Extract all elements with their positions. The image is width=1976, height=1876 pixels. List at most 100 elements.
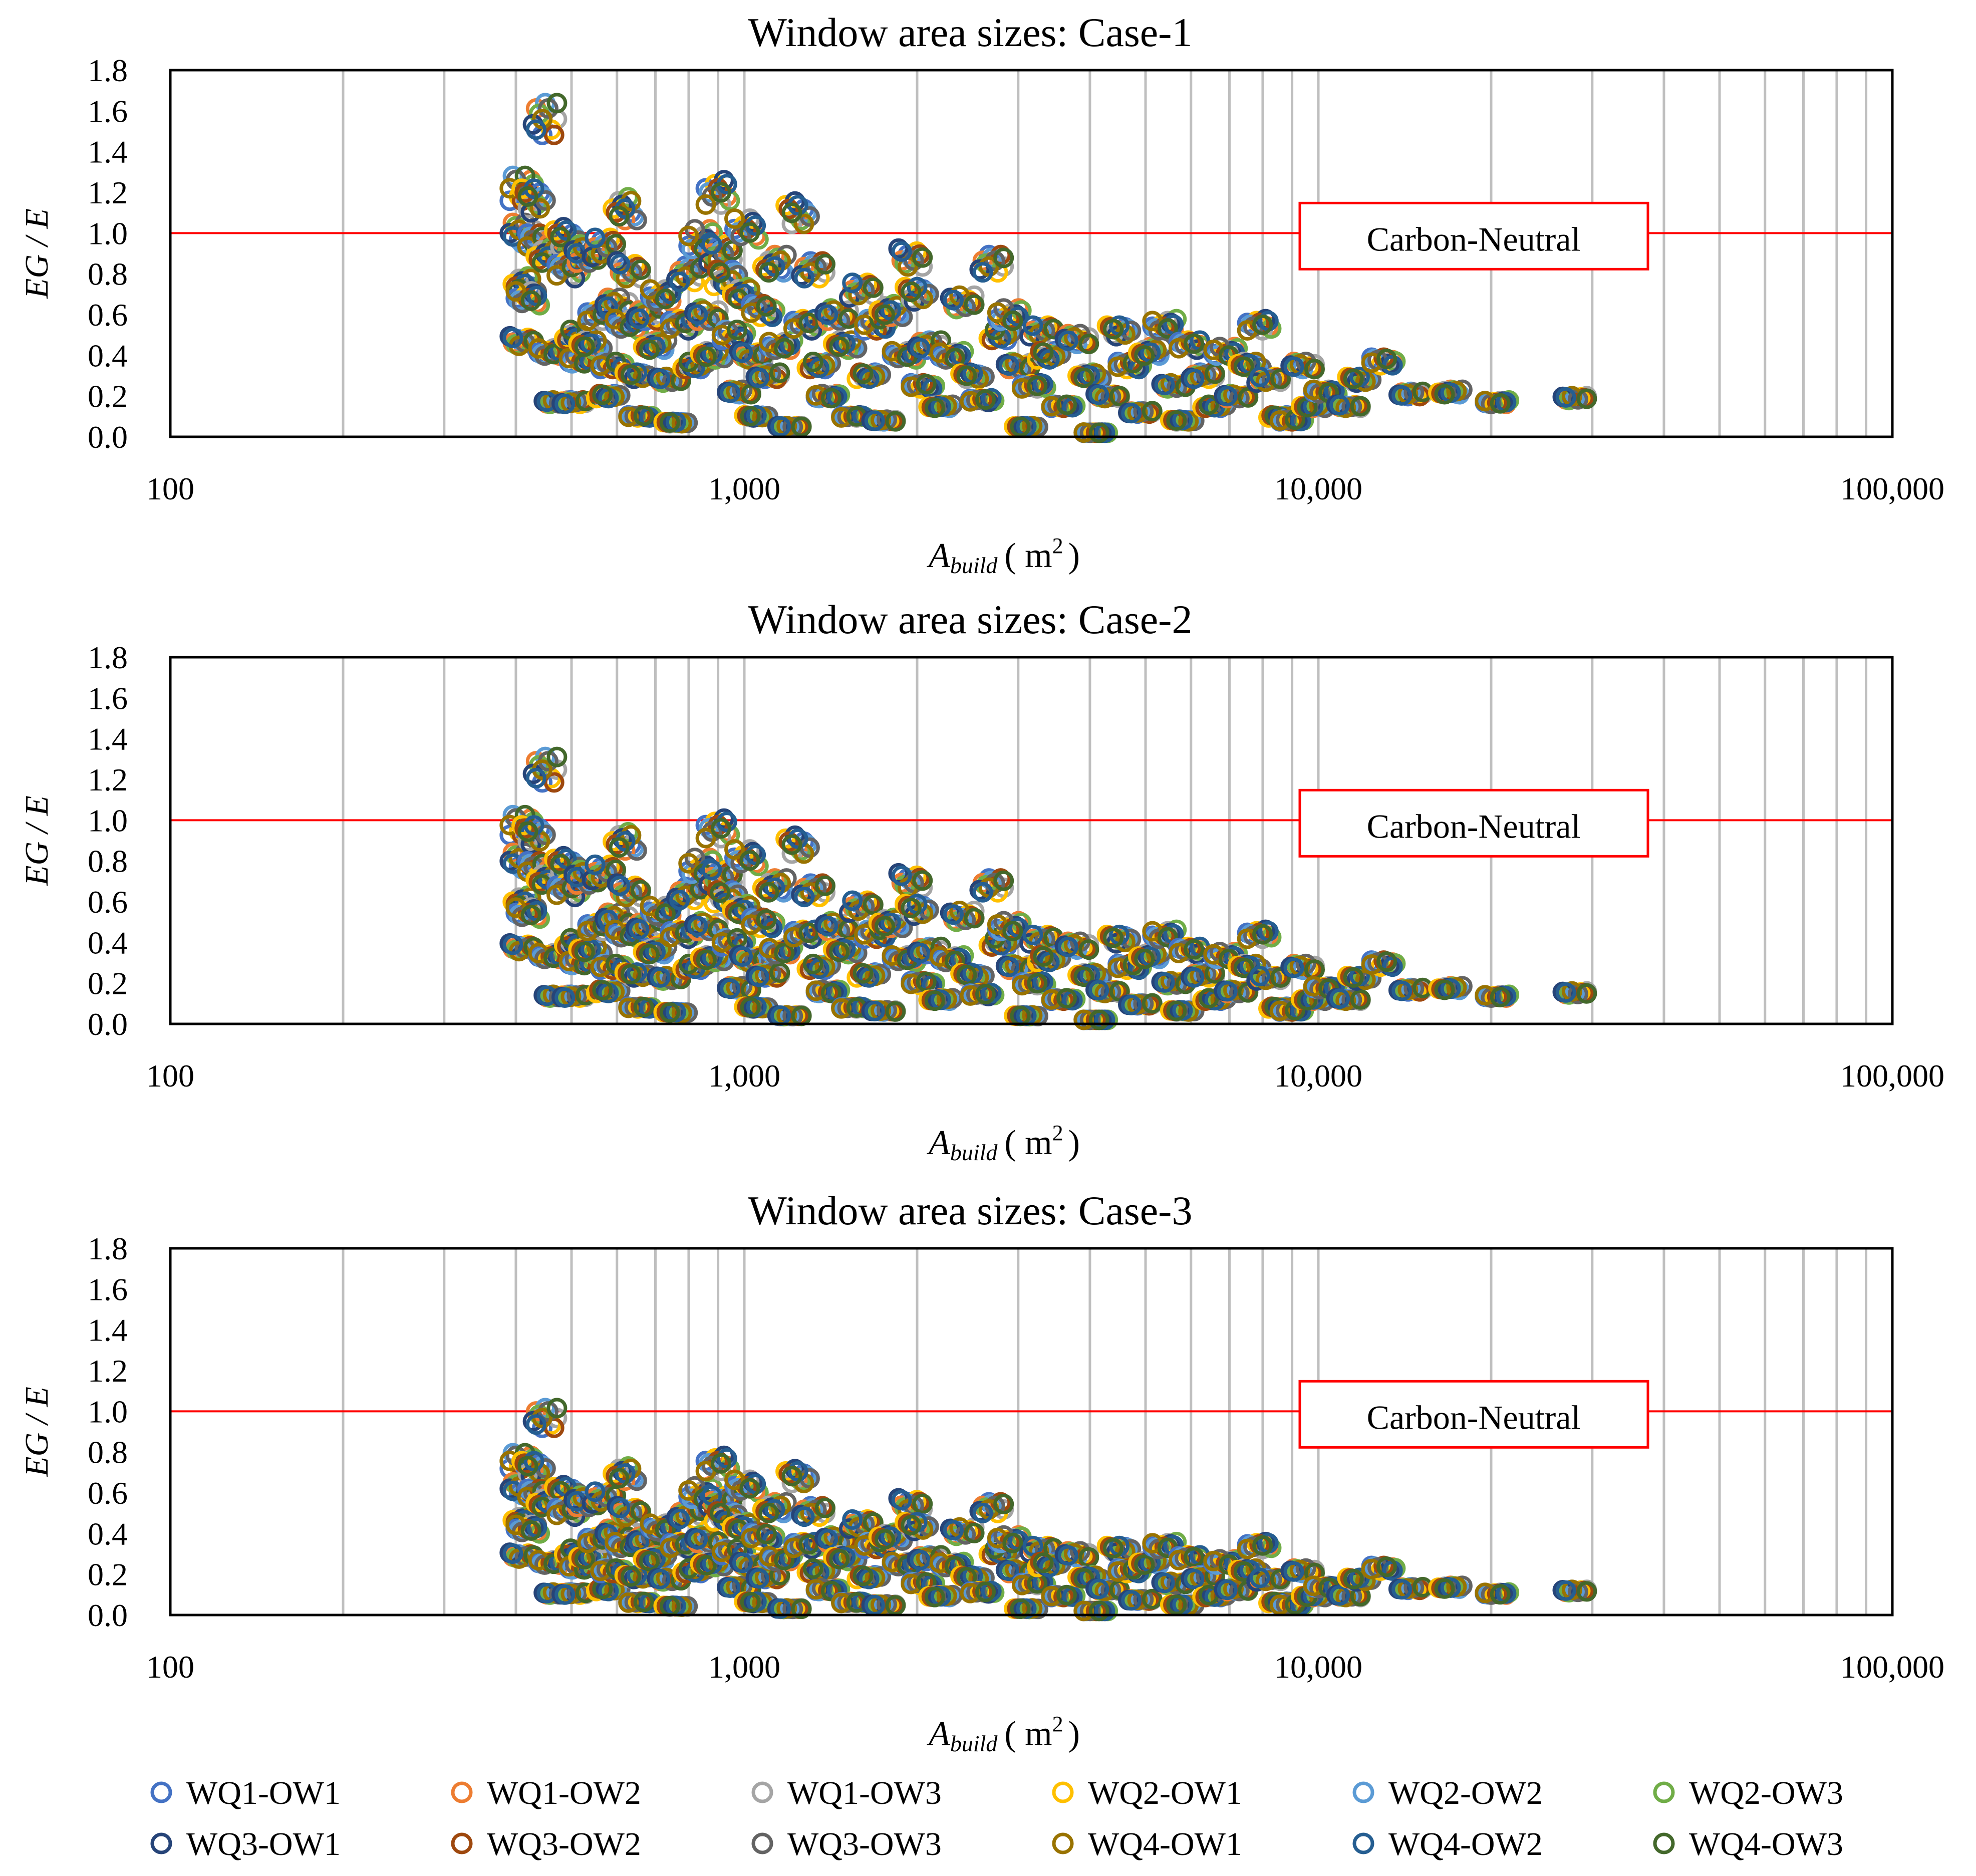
data-point <box>1350 396 1371 417</box>
data-point <box>943 904 964 925</box>
data-point <box>975 984 996 1004</box>
data-point <box>1376 349 1397 369</box>
data-point <box>701 860 722 881</box>
data-point <box>633 996 654 1017</box>
data-point <box>1184 333 1205 354</box>
data-point <box>1088 422 1109 443</box>
data-point <box>669 272 690 293</box>
y-tick-label: 0.2 <box>88 1557 128 1592</box>
data-point <box>574 336 595 357</box>
data-point <box>514 818 535 839</box>
data-point <box>629 919 650 940</box>
data-point <box>520 905 541 925</box>
data-point <box>964 908 985 929</box>
data-point <box>784 825 805 846</box>
data-point <box>916 374 937 395</box>
data-point <box>720 978 741 999</box>
carbon-neutral-label: Carbon-Neutral <box>1367 1398 1581 1436</box>
legend-label: WQ2-OW2 <box>1388 1775 1543 1811</box>
x-axis-label-base: A <box>927 1715 950 1753</box>
data-point <box>1103 927 1123 948</box>
data-point <box>655 289 676 310</box>
data-point <box>610 253 631 275</box>
data-point <box>696 949 717 970</box>
data-point <box>1109 386 1130 407</box>
data-point <box>791 265 812 286</box>
data-point <box>1056 394 1077 415</box>
chart-title: Window area sizes: Case-2 <box>748 597 1193 642</box>
data-point <box>888 238 909 259</box>
chart-case-1: Carbon-Neutral Window area sizes: Case-1… <box>19 10 1944 578</box>
data-point <box>969 259 990 280</box>
data-point <box>550 854 571 875</box>
x-axis-label-sup: 2 <box>1052 1121 1063 1145</box>
data-point <box>517 821 538 842</box>
data-point <box>520 226 541 247</box>
data-point <box>678 225 699 246</box>
data-point <box>546 93 568 114</box>
data-point <box>505 281 526 302</box>
data-point <box>618 997 639 1018</box>
data-point <box>756 909 777 930</box>
data-point <box>975 389 996 410</box>
data-point <box>774 338 795 359</box>
data-point <box>1022 924 1043 945</box>
data-point <box>993 870 1014 891</box>
data-point <box>732 342 753 363</box>
data-point <box>1057 330 1078 351</box>
data-point <box>1217 386 1238 407</box>
x-tick-label: 100 <box>146 1649 194 1685</box>
data-point <box>817 916 838 937</box>
data-point <box>517 186 538 207</box>
data-point <box>1103 319 1123 340</box>
data-point <box>687 304 708 325</box>
y-tick-label: 1.6 <box>88 1271 128 1307</box>
data-point <box>525 767 546 788</box>
y-tick-label: 0.2 <box>88 966 128 1001</box>
data-point <box>592 980 613 1001</box>
data-point <box>1057 936 1078 957</box>
data-point <box>885 411 906 432</box>
y-tick-label: 0.8 <box>88 844 128 879</box>
y-tick-label: 1.2 <box>88 175 128 210</box>
data-point <box>525 119 546 140</box>
data-point <box>582 246 603 267</box>
x-axis-label-unit: ( m <box>1004 1715 1052 1753</box>
data-point <box>550 227 571 247</box>
data-point <box>793 213 814 234</box>
data-point <box>999 956 1019 977</box>
data-point <box>502 934 523 955</box>
data-point <box>588 240 609 261</box>
x-tick-label: 100,000 <box>1840 1649 1944 1685</box>
data-point <box>511 815 532 836</box>
chart-case-2: Carbon-Neutral Window area sizes: Case-2… <box>19 597 1944 1165</box>
data-point <box>1269 410 1290 431</box>
x-axis-label-unit: ( m <box>1004 537 1052 575</box>
data-point <box>755 259 776 280</box>
data-point <box>629 308 650 329</box>
data-point <box>912 247 933 268</box>
y-axis-label: EG / E <box>19 795 55 886</box>
data-point <box>740 997 761 1018</box>
data-point <box>770 416 791 437</box>
data-point <box>1033 342 1054 363</box>
y-tick-label: 1.8 <box>88 53 128 88</box>
data-point <box>1088 1009 1109 1030</box>
data-point <box>829 941 850 962</box>
legend-label: WQ3-OW1 <box>186 1826 341 1862</box>
data-point <box>964 294 985 315</box>
data-point <box>776 244 797 265</box>
data-point <box>787 828 808 849</box>
data-point <box>1002 310 1023 331</box>
carbon-neutral-box <box>1298 201 1649 271</box>
x-tick-label: 100,000 <box>1840 1058 1944 1094</box>
data-point <box>1576 388 1597 409</box>
data-point <box>1391 385 1413 406</box>
data-point <box>798 313 819 334</box>
data-point <box>659 1002 680 1023</box>
data-point <box>764 256 785 277</box>
data-point <box>891 865 912 886</box>
y-tick-label: 0.0 <box>88 1597 128 1633</box>
x-axis-label-sub: build <box>950 553 998 578</box>
data-point <box>727 320 748 340</box>
